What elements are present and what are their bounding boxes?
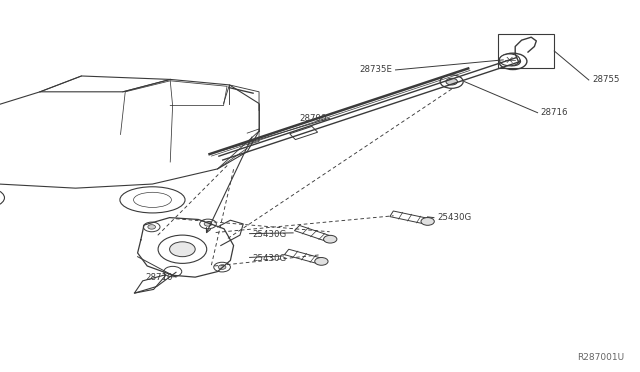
Text: 28790: 28790	[299, 114, 326, 123]
Circle shape	[164, 266, 182, 277]
Circle shape	[446, 78, 458, 85]
Circle shape	[143, 222, 160, 232]
Text: 25430G: 25430G	[253, 254, 287, 263]
Circle shape	[218, 265, 226, 269]
Circle shape	[499, 53, 527, 70]
Circle shape	[200, 219, 216, 229]
Text: R287001U: R287001U	[577, 353, 624, 362]
Bar	[498, 34, 554, 68]
Circle shape	[324, 235, 337, 243]
Text: 28716: 28716	[541, 108, 568, 117]
Polygon shape	[390, 211, 429, 224]
Text: 28735E: 28735E	[359, 65, 392, 74]
Circle shape	[440, 75, 463, 88]
Circle shape	[214, 262, 230, 272]
Polygon shape	[134, 275, 166, 293]
Text: 28755: 28755	[592, 76, 620, 84]
Circle shape	[170, 242, 195, 257]
Circle shape	[421, 218, 435, 225]
Circle shape	[315, 257, 328, 265]
Text: 25430G: 25430G	[437, 213, 472, 222]
Circle shape	[499, 54, 520, 66]
Circle shape	[204, 222, 212, 226]
Polygon shape	[294, 225, 333, 242]
Circle shape	[505, 57, 520, 66]
Text: 28710: 28710	[145, 273, 173, 282]
Bar	[290, 126, 317, 140]
Circle shape	[148, 225, 156, 229]
Text: 25430G: 25430G	[253, 230, 287, 239]
Polygon shape	[284, 249, 324, 264]
